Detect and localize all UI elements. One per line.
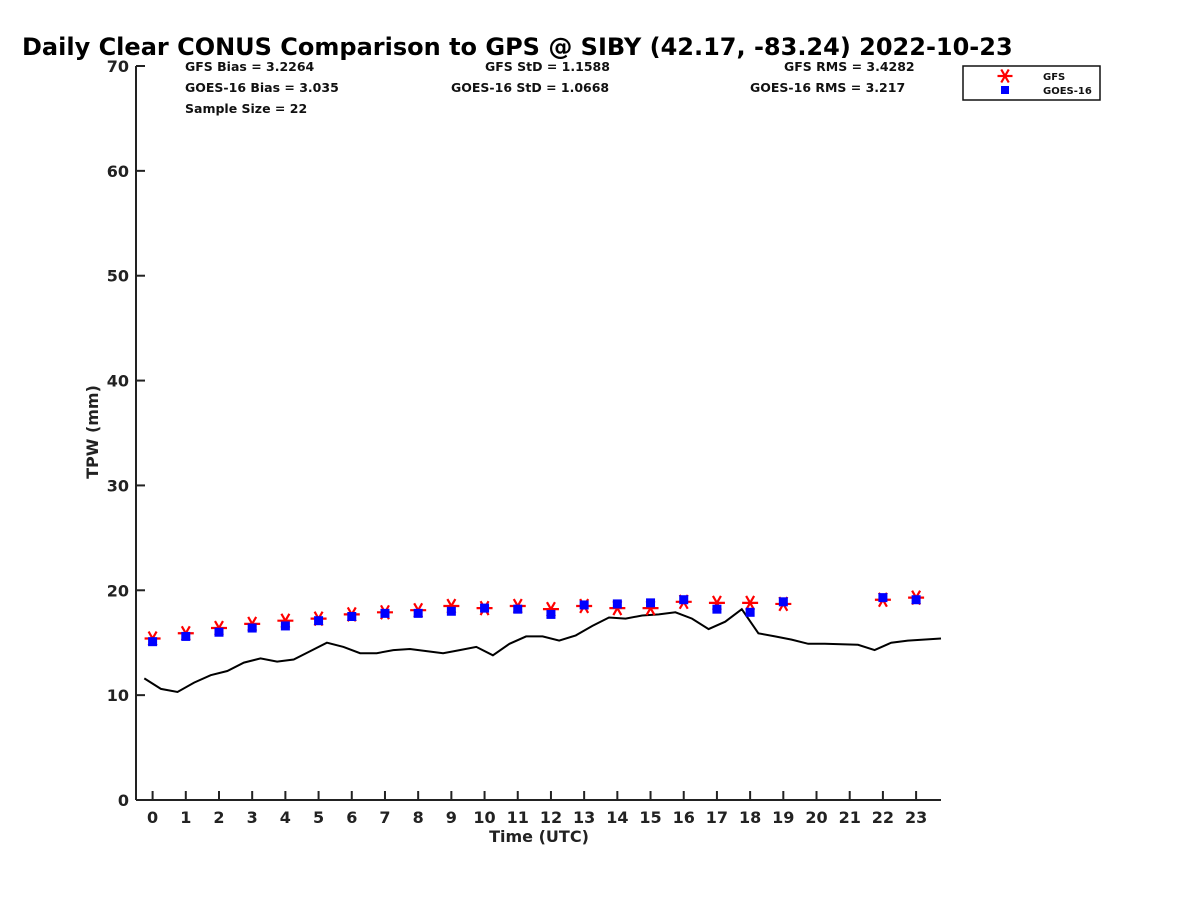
x-tick-label: 10: [473, 808, 495, 827]
goes-point: [513, 604, 523, 614]
gps-line-layer: [143, 607, 942, 694]
x-tick-label: 14: [606, 808, 628, 827]
x-tick-label: 18: [739, 808, 761, 827]
legend-gfs-label: GFS: [1043, 72, 1065, 83]
y-tick-label: 10: [107, 686, 129, 705]
goes-std-text: GOES-16 StD = 1.0668: [451, 80, 609, 95]
x-tick-label: 8: [413, 808, 424, 827]
y-tick-label: 30: [107, 476, 129, 495]
gfs-std-text: GFS StD = 1.1588: [485, 59, 610, 74]
goes-point: [546, 609, 556, 619]
goes-point: [679, 595, 689, 605]
x-tick-label: 17: [706, 808, 728, 827]
y-tick-label: 70: [107, 57, 129, 76]
x-tick-label: 16: [673, 808, 695, 827]
goes-point: [778, 597, 788, 607]
goes-point: [347, 612, 357, 621]
chart-title: Daily Clear CONUS Comparison to GPS @ SI…: [22, 33, 1013, 61]
goes-point: [280, 621, 290, 631]
goes-point: [413, 608, 423, 618]
goes-point: [745, 607, 755, 617]
goes-point: [911, 595, 921, 605]
legend-box: [962, 65, 1101, 101]
x-tick-label: 1: [180, 808, 191, 827]
legend-gfs-asterisk: [997, 68, 1013, 84]
goes-point: [148, 637, 158, 647]
x-tick-label: 5: [313, 808, 324, 827]
sample-size-text: Sample Size = 22: [185, 101, 307, 116]
goes-point: [314, 616, 324, 626]
x-tick-label: 4: [280, 808, 291, 827]
markers-layer: [144, 590, 925, 647]
y-tick-label: 50: [107, 267, 129, 286]
stats-block: GFS Bias = 3.2264 GOES-16 Bias = 3.035 S…: [185, 59, 915, 116]
x-tick-label: 19: [772, 808, 794, 827]
goes-point: [712, 604, 722, 614]
x-tick-label: 12: [540, 808, 562, 827]
legend-goes-label: GOES-16: [1043, 86, 1092, 97]
goes-point: [214, 627, 224, 637]
x-tick-label: 23: [905, 808, 927, 827]
goes-point: [612, 599, 622, 609]
goes-point: [247, 623, 257, 633]
goes-point: [878, 593, 888, 603]
y-tick-label: 60: [107, 162, 129, 181]
x-tick-label: 2: [213, 808, 224, 827]
legend-goes-square-icon: [1001, 86, 1009, 94]
goes-point: [646, 598, 656, 608]
y-axis-label: TPW (mm): [83, 385, 102, 479]
legend-gfs-asterisk-icon: [997, 68, 1013, 84]
x-tick-label: 21: [839, 808, 861, 827]
x-tick-label: 6: [346, 808, 357, 827]
x-tick-label: 0: [147, 808, 158, 827]
y-tick-label: 20: [107, 581, 129, 600]
goes-point: [579, 600, 589, 610]
x-tick-label: 20: [805, 808, 827, 827]
goes-rms-text: GOES-16 RMS = 3.217: [750, 80, 905, 95]
gfs-rms-text: GFS RMS = 3.4282: [784, 59, 915, 74]
x-tick-label: 13: [573, 808, 595, 827]
goes-point: [446, 606, 456, 616]
x-tick-label: 9: [446, 808, 457, 827]
x-tick-label: 7: [379, 808, 390, 827]
goes-point: [380, 608, 390, 618]
y-tick-label: 0: [118, 791, 129, 810]
gfs-bias-text: GFS Bias = 3.2264: [185, 59, 315, 74]
x-tick-label: 22: [872, 808, 894, 827]
y-tick-label: 40: [107, 372, 129, 391]
legend: GFS GOES-16: [962, 65, 1101, 101]
x-tick-label: 11: [507, 808, 529, 827]
x-axis-label: Time (UTC): [489, 827, 589, 846]
goes-point: [181, 631, 191, 641]
x-tick-label: 3: [247, 808, 258, 827]
goes-bias-text: GOES-16 Bias = 3.035: [185, 80, 339, 95]
goes-point: [480, 603, 490, 613]
x-tick-label: 15: [639, 808, 661, 827]
gfs-point: [742, 595, 759, 611]
gps-tpw-line: [143, 607, 942, 694]
